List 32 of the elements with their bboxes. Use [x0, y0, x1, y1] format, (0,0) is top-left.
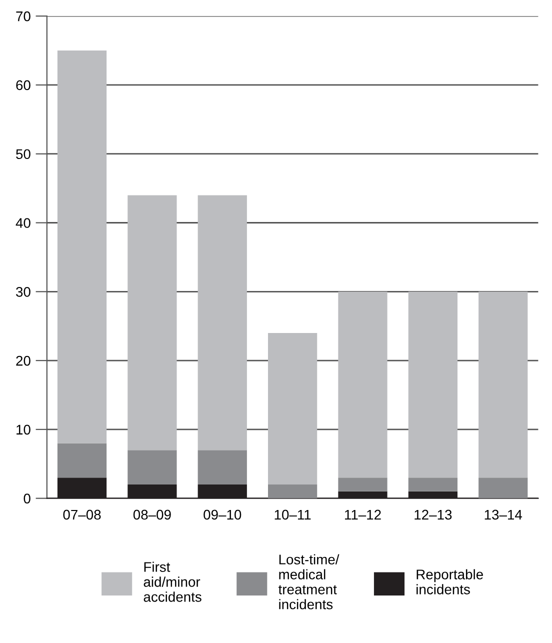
bar	[57, 443, 107, 478]
bar	[338, 478, 388, 492]
x-tick-label: 09–10	[204, 510, 242, 520]
y-tick-label: 50	[16, 149, 30, 160]
bar	[198, 450, 247, 485]
y-tick-label: 70	[16, 11, 30, 22]
bar	[408, 478, 458, 492]
y-tick-label: 30	[16, 286, 30, 297]
legend-label: Lost-time/ medical treatment incidents	[278, 554, 340, 610]
x-tick-label: 13–14	[484, 510, 522, 520]
x-tick-label: 10–11	[274, 510, 311, 520]
y-tick-label: 40	[16, 218, 30, 228]
legend-label: Reportable incidents	[416, 569, 483, 594]
bar	[268, 484, 318, 498]
bar	[198, 195, 247, 450]
bar	[338, 292, 388, 478]
bar	[268, 332, 318, 485]
x-tick-label: 07–08	[63, 510, 101, 520]
bar	[128, 450, 177, 485]
x-tick-label: 11–12	[345, 510, 381, 520]
y-tick-label: 20	[16, 356, 30, 366]
bar	[478, 292, 528, 478]
bar	[408, 292, 458, 478]
y-tick-label: 60	[16, 80, 30, 90]
bar	[57, 50, 107, 444]
legend-label: First aid/minor accidents	[144, 562, 202, 602]
x-tick-label: 12–13	[414, 510, 452, 520]
bar	[128, 195, 177, 450]
y-tick-label: 10	[16, 424, 30, 435]
bar	[478, 478, 528, 498]
y-tick-label: 0	[24, 494, 30, 504]
x-tick-label: 08–09	[133, 510, 171, 520]
